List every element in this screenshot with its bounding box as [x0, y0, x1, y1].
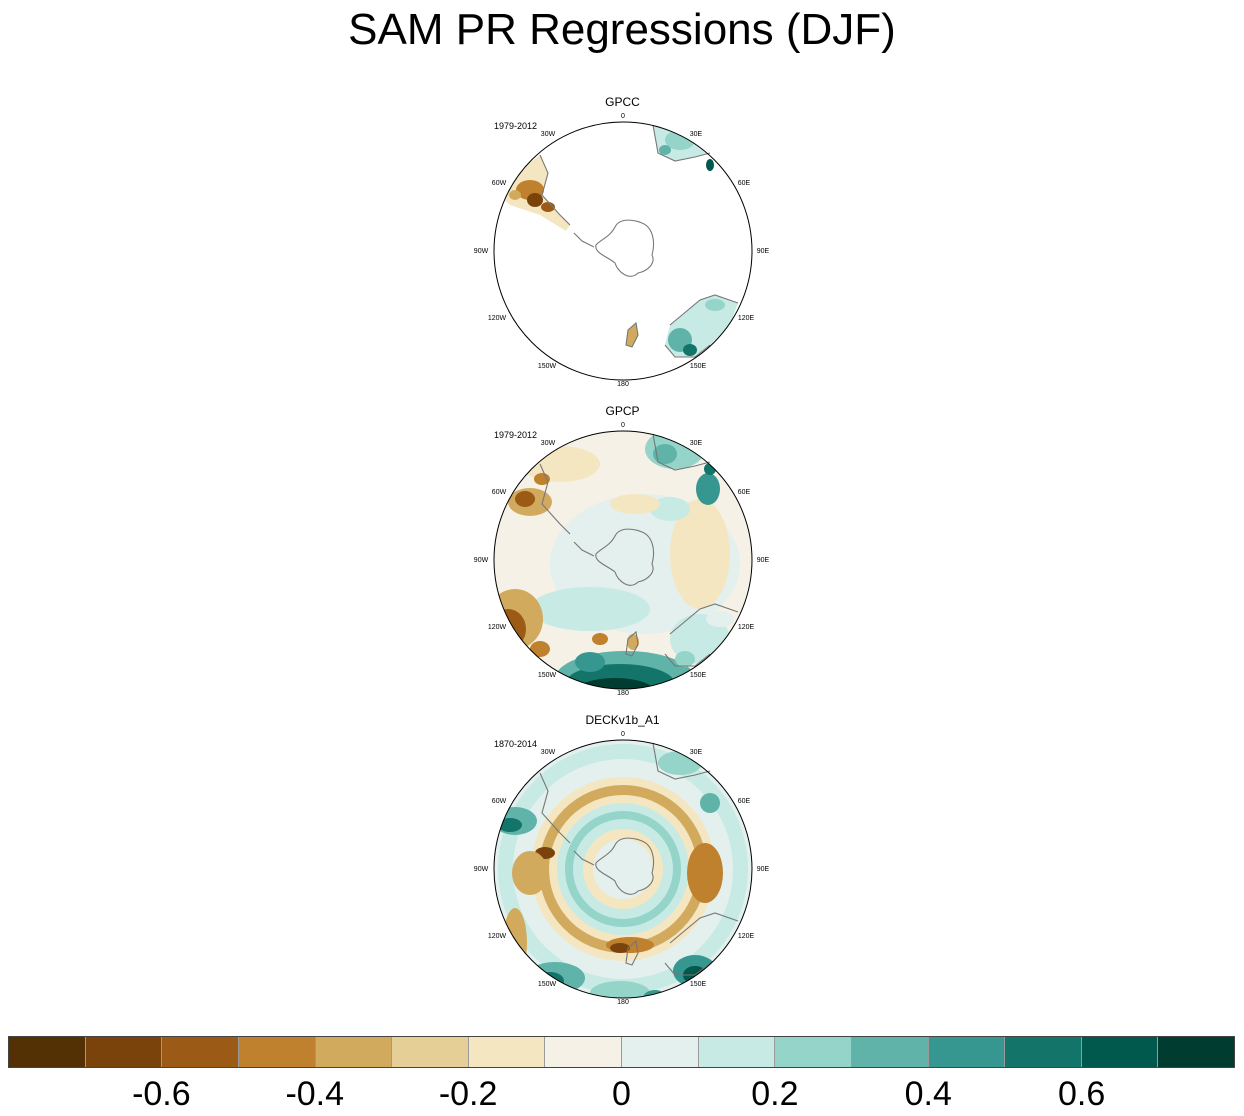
colorbar-box [315, 1037, 393, 1067]
lon-label-150e: 150E [689, 363, 707, 370]
panel-period: 1979-2012 [494, 121, 538, 131]
colorbar-tick-label: 0.4 [904, 1075, 952, 1113]
lon-label-90e: 90E [756, 866, 770, 873]
colorbar-box [238, 1037, 316, 1067]
coastlines [539, 433, 739, 667]
panel-title: DECKv1b_A1 [585, 713, 660, 727]
lon-label-30e: 30E [689, 749, 703, 756]
lon-label-180: 180 [617, 999, 629, 1006]
colorbar-box [468, 1037, 546, 1067]
lon-label-60e: 60E [737, 489, 751, 496]
lon-label-150e: 150E [689, 672, 707, 679]
colorbar-box [85, 1037, 163, 1067]
lon-label-0: 0 [621, 113, 625, 120]
lon-label-90e: 90E [756, 248, 770, 255]
lon-label-30e: 30E [689, 131, 703, 138]
lon-label-180: 180 [617, 690, 629, 697]
coastlines [539, 124, 739, 358]
lon-label-120e: 120E [737, 315, 755, 322]
colorbar-box [9, 1037, 86, 1067]
lon-label-120e: 120E [737, 624, 755, 631]
lon-label-150e: 150E [689, 981, 707, 988]
lon-label-120w: 120W [487, 933, 507, 940]
map-panel-gpcc: GPCC 1979-2012 [470, 95, 775, 395]
panel-title: GPCC [605, 95, 640, 109]
lon-label-90w: 90W [473, 248, 489, 255]
lon-label-150w: 150W [537, 672, 557, 679]
lon-label-120w: 120W [487, 624, 507, 631]
colorbar-box [775, 1037, 852, 1067]
colorbar-box [545, 1037, 622, 1067]
lon-label-60e: 60E [737, 798, 751, 805]
colorbar-tick-label: -0.6 [132, 1075, 191, 1113]
coastlines [539, 742, 739, 976]
colorbar-tick-label: -0.4 [285, 1075, 345, 1113]
colorbar-tick-label: 0 [612, 1075, 631, 1113]
lon-label-60w: 60W [491, 798, 507, 805]
map-border [493, 121, 753, 381]
lon-label-90w: 90W [473, 557, 489, 564]
precip-field [494, 431, 740, 689]
polar-map [493, 739, 753, 999]
lon-label-60w: 60W [491, 489, 507, 496]
panel-title: GPCP [605, 404, 640, 418]
panel-period: 1979-2012 [494, 430, 538, 440]
colorbar-box [1005, 1037, 1082, 1067]
lon-label-90w: 90W [473, 866, 489, 873]
colorbar [8, 1036, 1235, 1068]
colorbar-box [622, 1037, 699, 1067]
lon-label-30w: 30W [540, 131, 556, 138]
precip-field [494, 744, 748, 998]
map-border [493, 430, 753, 690]
map-panel-deckv1b-a1: DECKv1b_A1 1870-2014 [470, 713, 775, 1013]
colorbar-box [392, 1037, 469, 1067]
lon-label-120w: 120W [487, 315, 507, 322]
panel-period: 1870-2014 [494, 739, 538, 749]
figure-title: SAM PR Regressions (DJF) [348, 5, 896, 54]
polar-map [493, 121, 753, 381]
colorbar-box [1081, 1037, 1159, 1067]
colorbar-tick-label: 0.6 [1057, 1075, 1106, 1113]
colorbar-box [698, 1037, 776, 1067]
lon-label-90e: 90E [756, 557, 770, 564]
lon-label-60e: 60E [737, 180, 751, 187]
polar-map [493, 430, 753, 690]
lon-label-150w: 150W [537, 363, 557, 370]
lon-label-60w: 60W [491, 180, 507, 187]
map-panel-gpcp: GPCP 1979-2012 [470, 404, 775, 704]
colorbar-box [1158, 1037, 1234, 1067]
lon-label-30w: 30W [540, 749, 556, 756]
lon-label-30e: 30E [689, 440, 703, 447]
colorbar-tick-label: 0.2 [751, 1075, 799, 1113]
colorbar-box [928, 1037, 1006, 1067]
colorbar-box [851, 1037, 929, 1067]
lon-label-0: 0 [621, 422, 625, 429]
lon-label-180: 180 [617, 381, 629, 388]
map-border [493, 739, 753, 999]
colorbar-box [162, 1037, 239, 1067]
lon-label-30w: 30W [540, 440, 556, 447]
lon-label-150w: 150W [537, 981, 557, 988]
lon-label-120e: 120E [737, 933, 755, 940]
lon-label-0: 0 [621, 731, 625, 738]
colorbar-tick-label: -0.2 [438, 1075, 498, 1113]
